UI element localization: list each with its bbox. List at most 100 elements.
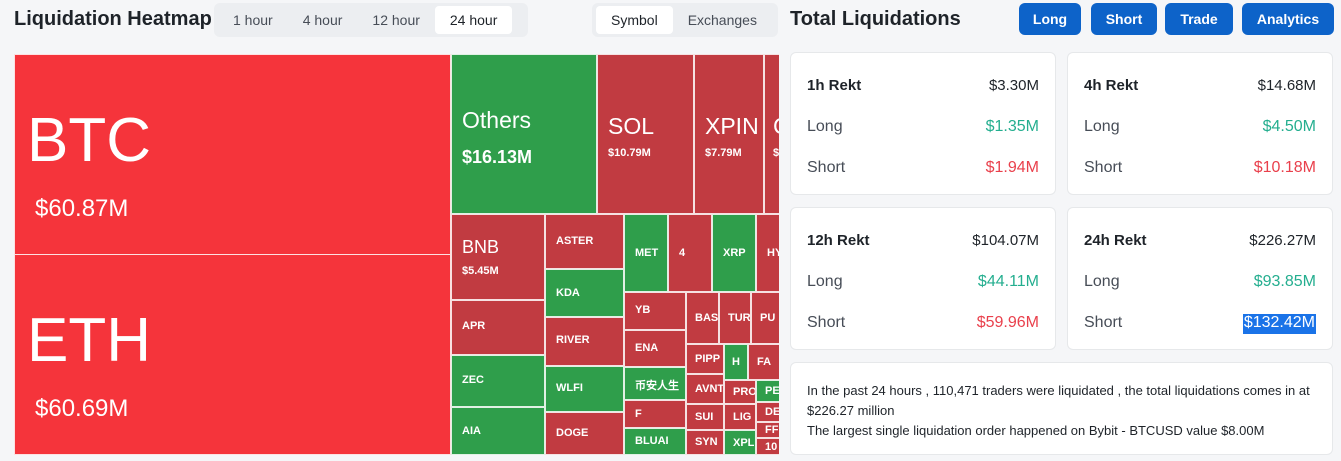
long-label: Long (1084, 273, 1120, 290)
tile-met[interactable]: MET (624, 214, 668, 292)
long-label: Long (807, 273, 843, 290)
tile-name: ZEC (462, 374, 484, 386)
card-total: $104.07M (972, 232, 1039, 249)
tile-yb[interactable]: YB (624, 292, 686, 330)
tile-lig[interactable]: LIG (724, 404, 756, 430)
tile-sol[interactable]: SOL $10.79M (597, 54, 694, 214)
tile-bnb[interactable]: BNB $5.45M (451, 214, 545, 300)
tile-zec[interactable]: ZEC (451, 355, 545, 407)
tile-name: DE (765, 406, 779, 418)
tile-wlfi[interactable]: WLFI (545, 366, 624, 412)
tile-xpl[interactable]: XPL (724, 430, 756, 455)
tile-hy[interactable]: HY (756, 214, 779, 292)
tile-4[interactable]: 4 (668, 214, 712, 292)
tile-name: C (773, 113, 779, 140)
tab-24-hour[interactable]: 24 hour (434, 6, 513, 34)
tile-pe[interactable]: PE (756, 380, 779, 402)
long-value: $4.50M (1262, 118, 1316, 135)
liquidation-summary: In the past 24 hours , 110,471 traders w… (790, 362, 1333, 455)
tile-value: $60.87M (35, 195, 129, 222)
tile-apr[interactable]: APR (451, 300, 545, 355)
tile-name: BNB (462, 237, 500, 257)
time-range-tabs: 1 hour 4 hour 12 hour 24 hour (214, 3, 528, 37)
tile-de[interactable]: DE (756, 402, 779, 422)
short-value: $10.18M (1253, 159, 1316, 176)
tile-aster[interactable]: ASTER (545, 214, 624, 269)
tile-pu[interactable]: PU (751, 292, 779, 344)
short-value: $1.94M (985, 159, 1039, 176)
rekt-card-12h: 12h Rekt $104.07M Long $44.11M Short $59.96… (790, 207, 1056, 350)
card-label: 12h Rekt (807, 232, 870, 249)
tile-fa[interactable]: FA (748, 344, 779, 380)
long-value: $44.11M (977, 273, 1039, 290)
tile-xpin[interactable]: XPIN $7.79M (694, 54, 764, 214)
rekt-card-24h: 24h Rekt $226.27M Long $93.85M Short $132.4… (1067, 207, 1333, 350)
long-label: Long (1084, 118, 1120, 135)
tile-aia[interactable]: AIA (451, 407, 545, 455)
short-button[interactable]: Short (1091, 3, 1157, 35)
tile-10[interactable]: 10 (756, 438, 779, 455)
tile-name: SYN (695, 436, 718, 448)
tile-name: YB (635, 304, 651, 316)
tab-1-hour[interactable]: 1 hour (233, 12, 273, 28)
tile-syn[interactable]: SYN (686, 430, 724, 455)
rekt-card-4h: 4h Rekt $14.68M Long $4.50M Short $10.18M (1067, 52, 1333, 195)
tile-clipped[interactable]: C $ (764, 54, 779, 214)
summary-line-2: The largest single liquidation order hap… (807, 423, 1265, 438)
tab-12-hour[interactable]: 12 hour (372, 12, 420, 28)
tile-doge[interactable]: DOGE (545, 412, 624, 455)
tile-xrp[interactable]: XRP (712, 214, 756, 292)
tile-river[interactable]: RIVER (545, 317, 624, 366)
tab-exchanges[interactable]: Exchanges (687, 12, 757, 28)
tile-name: BLUAI (635, 435, 669, 447)
tile-name: 10 (765, 441, 778, 453)
card-total: $226.27M (1249, 232, 1316, 249)
tile-value: $16.13M (462, 147, 533, 167)
card-label: 1h Rekt (807, 77, 862, 94)
trade-button[interactable]: Trade (1165, 3, 1233, 35)
short-value: $59.96M (976, 314, 1039, 331)
tile-name: SUI (695, 411, 714, 423)
tile-name: FF (765, 424, 779, 436)
tile-pipp[interactable]: PIPP (686, 344, 724, 374)
view-tabs: Symbol Exchanges (592, 3, 778, 37)
tile-bas[interactable]: BAS (686, 292, 719, 344)
summary-line-1: In the past 24 hours , 110,471 traders w… (807, 383, 1310, 418)
tile-h[interactable]: H (724, 344, 748, 380)
tile-eth[interactable]: ETH $60.69M (14, 254, 451, 455)
tile-avnt[interactable]: AVNT (686, 374, 724, 404)
tile-ff[interactable]: FF (756, 422, 779, 438)
tile-tur[interactable]: TUR (719, 292, 751, 344)
tile-f[interactable]: F (624, 400, 686, 428)
analytics-button[interactable]: Analytics (1242, 3, 1334, 35)
tile-ena[interactable]: ENA (624, 330, 686, 367)
tile-name: SOL (608, 113, 655, 139)
tab-4-hour[interactable]: 4 hour (302, 12, 343, 28)
tile-kda[interactable]: KDA (545, 269, 624, 317)
tile-name: RIVER (556, 334, 590, 346)
long-button[interactable]: Long (1019, 3, 1081, 35)
tile-name: PE (765, 385, 779, 397)
long-value: $93.85M (1253, 273, 1316, 290)
tile-name: Others (462, 107, 532, 133)
short-label: Short (1084, 314, 1123, 331)
tab-symbol[interactable]: Symbol (596, 6, 673, 34)
tile-value: $7.79M (705, 147, 742, 159)
tile-sui[interactable]: SUI (686, 404, 724, 430)
tile-bluai[interactable]: BLUAI (624, 428, 686, 455)
tile-name: XPL (733, 437, 755, 449)
tile-others[interactable]: Others $16.13M (451, 54, 597, 214)
tile-binance-life[interactable]: 币安人生 (624, 367, 686, 400)
tile-name: DOGE (556, 427, 589, 439)
tile-name: HY (767, 247, 779, 259)
tile-name: BAS (695, 312, 719, 324)
tile-pro[interactable]: PRO (724, 380, 756, 404)
tile-name: ENA (635, 342, 659, 354)
tile-btc[interactable]: BTC $60.87M (14, 54, 451, 255)
heatmap-title: Liquidation Heatmap (14, 8, 212, 30)
card-total: $14.68M (1257, 77, 1316, 94)
tile-name: F (635, 408, 642, 420)
tile-value: $ (773, 147, 779, 159)
tile-name: APR (462, 320, 486, 332)
tile-name: AIA (462, 425, 481, 437)
